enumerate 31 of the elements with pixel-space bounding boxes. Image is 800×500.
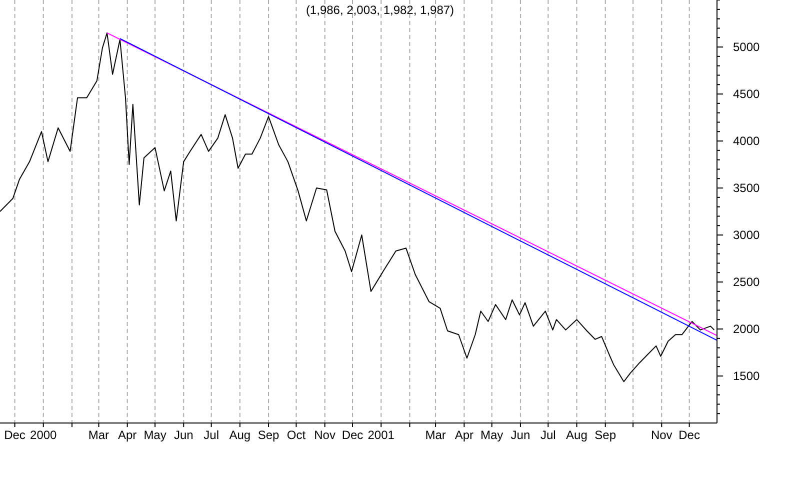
x-tick-label: Dec (678, 428, 700, 442)
chart-title: (1,986, 2,003, 1,982, 1,987) (306, 3, 454, 17)
x-tick-label: Nov (314, 428, 336, 442)
x-tick-label: Dec (4, 428, 26, 442)
y-tick-label: 1500 (733, 369, 760, 383)
x-tick-label: May (144, 428, 166, 442)
y-tick-label: 2000 (733, 322, 760, 336)
x-tick-label: Sep (594, 428, 616, 442)
y-tick-label: 4000 (733, 134, 760, 148)
y-tick-label: 3000 (733, 228, 760, 242)
x-tick-label: Apr (118, 428, 137, 442)
y-tick-label: 5000 (733, 40, 760, 54)
x-tick-label: Mar (88, 428, 110, 442)
x-tick-label: 2000 (30, 428, 58, 442)
x-tick-label: 2001 (368, 428, 395, 442)
x-tick-label: Mar (425, 428, 446, 442)
y-tick-label: 2500 (733, 275, 760, 289)
y-tick-label: 3500 (733, 181, 760, 195)
x-tick-label: Oct (286, 428, 306, 442)
x-tick-label: Jun (510, 428, 530, 442)
x-tick-label: Dec (342, 428, 364, 442)
x-tick-label: Nov (650, 428, 672, 442)
x-tick-label: Apr (454, 428, 474, 442)
x-tick-label: Sep (258, 428, 280, 442)
x-tick-label: Aug (566, 428, 588, 442)
x-tick-label: May (480, 428, 504, 442)
x-tick-label: Jun (174, 428, 194, 442)
x-tick-label: Aug (229, 428, 251, 442)
x-tick-label: Jul (204, 428, 219, 442)
x-tick-label: Jul (540, 428, 556, 442)
y-tick-label: 4500 (733, 87, 760, 101)
